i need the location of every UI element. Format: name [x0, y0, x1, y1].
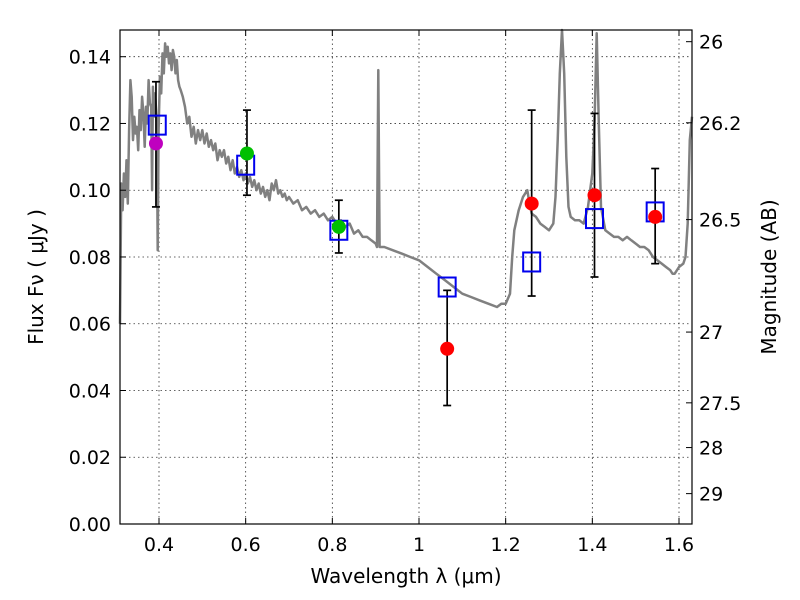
x-tick-label: 1.4: [577, 534, 607, 556]
model-photometry-point: [585, 208, 604, 230]
y-tick-label: 0.10: [69, 180, 111, 202]
x-tick-label: 1: [413, 534, 425, 556]
sed-template-line: [118, 28, 694, 324]
x-tick-label: 0.4: [144, 534, 174, 556]
x-tick-label: 0.6: [231, 534, 261, 556]
x-axis: 0.4 0.6 0.8 1 1.2 1.4 1.6: [144, 30, 694, 556]
right-tick-label: 28: [699, 438, 723, 460]
y-axis-label-left: Flux Fν ( μJy ): [24, 209, 48, 345]
y-axis-right: 26 26.2 26.5 27 27.5 28 29: [686, 32, 741, 506]
observed-photometry-point: [587, 188, 602, 203]
right-tick-label: 27.5: [699, 393, 741, 415]
observed-photometry-series: [148, 136, 663, 356]
x-tick-label: 1.2: [491, 534, 521, 556]
y-tick-label: 0.06: [69, 314, 111, 336]
y-axis-label-right: Magnitude (AB): [757, 199, 781, 354]
observed-photometry-point: [648, 209, 663, 224]
right-tick-label: 26.2: [699, 113, 741, 135]
model-photometry-point: [437, 276, 457, 298]
y-tick-label: 0.04: [69, 380, 111, 402]
x-tick-label: 1.6: [664, 534, 694, 556]
right-tick-label: 27: [699, 322, 723, 344]
y-tick-label: 0.14: [69, 47, 111, 69]
observed-photometry-point: [239, 146, 254, 161]
error-bars: [151, 80, 660, 407]
grid-lines: [120, 30, 692, 525]
sed-template-series: [118, 28, 694, 324]
observed-photometry-point: [148, 136, 163, 151]
plot-frame: [119, 29, 693, 525]
x-tick-label: 0.8: [317, 534, 347, 556]
observed-photometry-point: [440, 341, 455, 356]
right-tick-label: 29: [699, 484, 723, 506]
right-tick-label: 26.5: [699, 210, 741, 232]
right-tick-label: 26: [699, 32, 723, 54]
y-axis-left: 0.00 0.02 0.04 0.06 0.08 0.10 0.12 0.14: [69, 47, 126, 536]
y-tick-label: 0.00: [69, 514, 111, 536]
observed-photometry-point: [524, 196, 539, 211]
model-photometry-point: [147, 114, 167, 136]
y-tick-label: 0.12: [69, 113, 111, 135]
observed-photometry-point: [331, 219, 346, 234]
y-tick-label: 0.02: [69, 447, 111, 469]
y-tick-label: 0.08: [69, 247, 111, 269]
model-photometry-point: [522, 251, 542, 273]
x-axis-label: Wavelength λ (μm): [310, 564, 501, 588]
model-photometry-series: [147, 114, 665, 298]
